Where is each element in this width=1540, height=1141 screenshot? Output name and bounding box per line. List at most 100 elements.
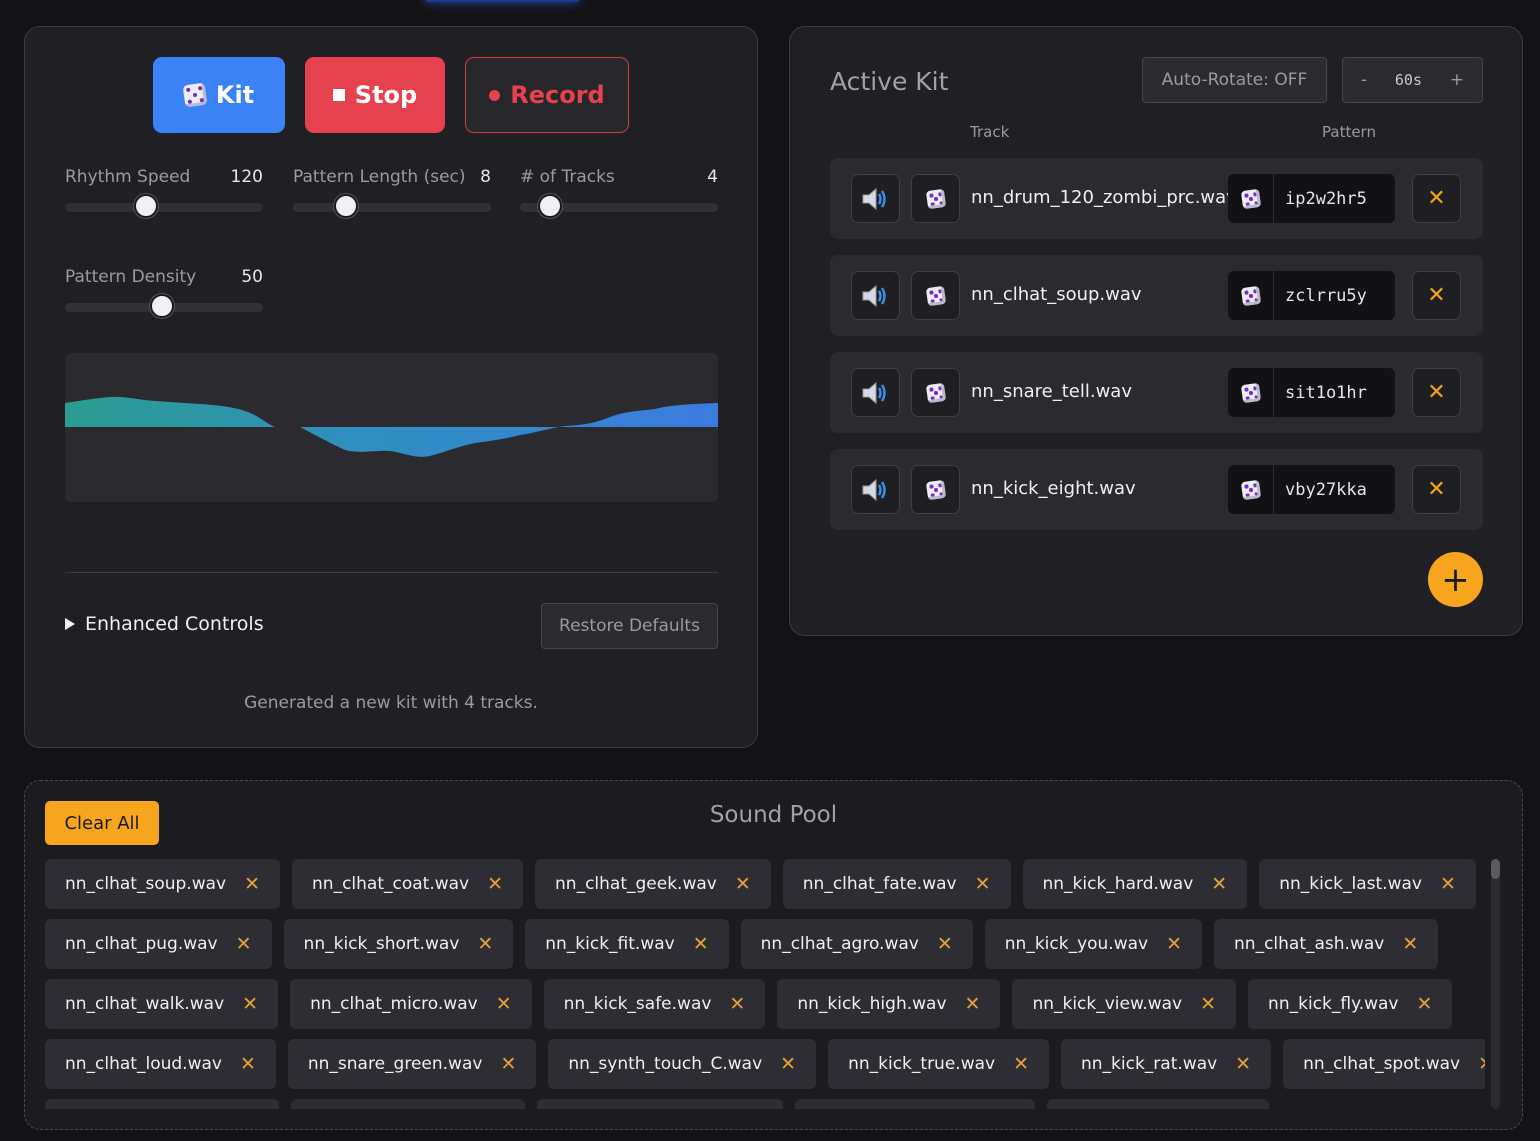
sound-chip[interactable]: nn_clhat_loud.wav ✕ [45,1039,276,1089]
randomize-sound-button[interactable] [911,368,960,417]
remove-sound-icon[interactable]: ✕ [1013,1053,1029,1075]
slider-thumb[interactable] [334,194,359,218]
sound-chip-label: nn_kick_safe.wav [563,994,712,1014]
remove-sound-icon[interactable]: ✕ [244,873,261,895]
sound-chip[interactable]: nn_synth_touch_C.wav ✕ [548,1039,817,1089]
preview-sound-button[interactable] [851,368,900,417]
remove-sound-icon[interactable]: ✕ [1402,933,1419,955]
remove-sound-icon[interactable]: ✕ [1211,873,1228,895]
pattern-field[interactable]: ip2w2hr5 [1228,174,1395,223]
remove-sound-icon[interactable]: ✕ [500,1053,517,1075]
remove-sound-icon[interactable]: ✕ [239,1053,256,1075]
slider-thumb[interactable] [537,194,562,218]
randomize-pattern-button[interactable] [1228,368,1274,417]
sound-chip[interactable]: nn_clhat_walk.wav ✕ [45,979,279,1029]
randomize-pattern-button[interactable] [1228,271,1274,320]
sound-chip[interactable]: nn_clhat_agro.wav ✕ [740,919,973,969]
sound-chip[interactable]: nn_kick_short.wav ✕ [283,919,514,969]
remove-sound-icon[interactable]: ✕ [487,873,504,895]
slider-thumb[interactable] [134,194,159,218]
stop-button[interactable]: Stop [305,57,445,133]
remove-sound-icon[interactable]: ✕ [242,993,259,1015]
randomize-sound-button[interactable] [911,465,960,514]
add-track-button[interactable]: + [1428,552,1483,607]
sound-chip[interactable]: nn_kick_view.wav ✕ [1012,979,1237,1029]
remove-sound-icon[interactable]: ✕ [1439,873,1456,895]
sound-chip[interactable] [45,1099,279,1109]
record-button[interactable]: Record [465,57,629,133]
slider-thumb[interactable] [150,294,175,318]
restore-defaults-button[interactable]: Restore Defaults [541,603,718,649]
dice-icon [1240,479,1261,500]
remove-sound-icon[interactable]: ✕ [495,993,512,1015]
sound-pool-scrollbar[interactable] [1491,859,1500,1109]
sound-chip[interactable]: nn_clhat_micro.wav ✕ [290,979,532,1029]
sound-chip[interactable] [537,1099,783,1109]
remove-sound-icon[interactable]: ✕ [734,873,751,895]
sound-pool-row [45,1099,1485,1109]
remove-sound-icon[interactable]: ✕ [1235,1053,1252,1075]
pattern-field[interactable]: vby27kka [1228,465,1395,514]
pattern-field[interactable]: sit1o1hr [1228,368,1395,417]
enhanced-controls-toggle[interactable]: Enhanced Controls [65,613,264,635]
sound-chip-label: nn_clhat_pug.wav [65,934,218,954]
remove-sound-icon[interactable]: ✕ [1478,1053,1485,1075]
randomize-sound-button[interactable] [911,174,960,223]
sound-chip[interactable]: nn_clhat_fate.wav ✕ [782,859,1011,909]
remove-track-button[interactable]: ✕ [1412,465,1461,514]
sound-chip[interactable]: nn_kick_hard.wav ✕ [1022,859,1248,909]
scrollbar-thumb[interactable] [1491,859,1500,879]
remove-sound-icon[interactable]: ✕ [1416,993,1433,1015]
remove-sound-icon[interactable]: ✕ [1166,933,1183,955]
sound-chip[interactable]: nn_clhat_spot.wav ✕ [1283,1039,1485,1089]
preview-sound-button[interactable] [851,174,900,223]
remove-sound-icon[interactable]: ✕ [964,993,981,1015]
slider-value: 50 [241,267,263,287]
remove-track-button[interactable]: ✕ [1412,368,1461,417]
sound-chip[interactable]: nn_kick_true.wav ✕ [828,1039,1049,1089]
sound-chip[interactable]: nn_kick_rat.wav ✕ [1061,1039,1272,1089]
remove-sound-icon[interactable]: ✕ [1200,993,1217,1015]
rhythm-speed-slider[interactable] [65,203,263,212]
sound-chip[interactable] [1047,1099,1269,1109]
pattern-field[interactable]: zclrru5y [1228,271,1395,320]
sound-chip[interactable]: nn_kick_fly.wav ✕ [1248,979,1453,1029]
sound-chip[interactable]: nn_kick_safe.wav ✕ [543,979,766,1029]
remove-sound-icon[interactable]: ✕ [235,933,252,955]
sound-chip[interactable]: nn_kick_you.wav ✕ [984,919,1203,969]
remove-track-button[interactable]: ✕ [1412,174,1461,223]
sound-chip[interactable]: nn_clhat_coat.wav ✕ [292,859,524,909]
preview-sound-button[interactable] [851,465,900,514]
interval-decrement-button[interactable]: - [1361,70,1368,90]
controls-panel: Kit Stop Record Rhythm Speed 120 Pattern … [24,26,758,748]
sound-chip[interactable] [291,1099,525,1109]
remove-sound-icon[interactable]: ✕ [692,933,709,955]
sound-chip[interactable]: nn_kick_last.wav ✕ [1259,859,1476,909]
randomize-pattern-button[interactable] [1228,465,1274,514]
sound-chip[interactable]: nn_kick_high.wav ✕ [777,979,1001,1029]
sound-chip[interactable]: nn_clhat_soup.wav ✕ [45,859,281,909]
sound-chip[interactable]: nn_clhat_geek.wav ✕ [535,859,771,909]
clear-all-button[interactable]: Clear All [45,801,159,845]
randomize-pattern-button[interactable] [1228,174,1274,223]
preview-sound-button[interactable] [851,271,900,320]
remove-sound-icon[interactable]: ✕ [780,1053,797,1075]
sound-chip-label: nn_synth_touch_C.wav [568,1054,763,1074]
new-kit-button[interactable]: Kit [153,57,285,133]
remove-sound-icon[interactable]: ✕ [974,873,991,895]
track-row: nn_clhat_soup.wav zclrru5y ✕ [830,255,1483,336]
sound-chip[interactable]: nn_kick_fit.wav ✕ [525,919,729,969]
interval-increment-button[interactable]: + [1449,70,1464,90]
remove-track-button[interactable]: ✕ [1412,271,1461,320]
remove-sound-icon[interactable]: ✕ [477,933,494,955]
sound-chip[interactable]: nn_clhat_pug.wav ✕ [45,919,272,969]
remove-sound-icon[interactable]: ✕ [936,933,953,955]
tracks-count-slider[interactable] [520,203,718,212]
sound-chip[interactable] [795,1099,1035,1109]
remove-sound-icon[interactable]: ✕ [729,993,746,1015]
pattern-length-slider[interactable] [293,203,491,212]
sound-chip[interactable]: nn_snare_green.wav ✕ [287,1039,537,1089]
randomize-sound-button[interactable] [911,271,960,320]
auto-rotate-button[interactable]: Auto-Rotate: OFF [1142,57,1327,103]
sound-chip[interactable]: nn_clhat_ash.wav ✕ [1214,919,1439,969]
